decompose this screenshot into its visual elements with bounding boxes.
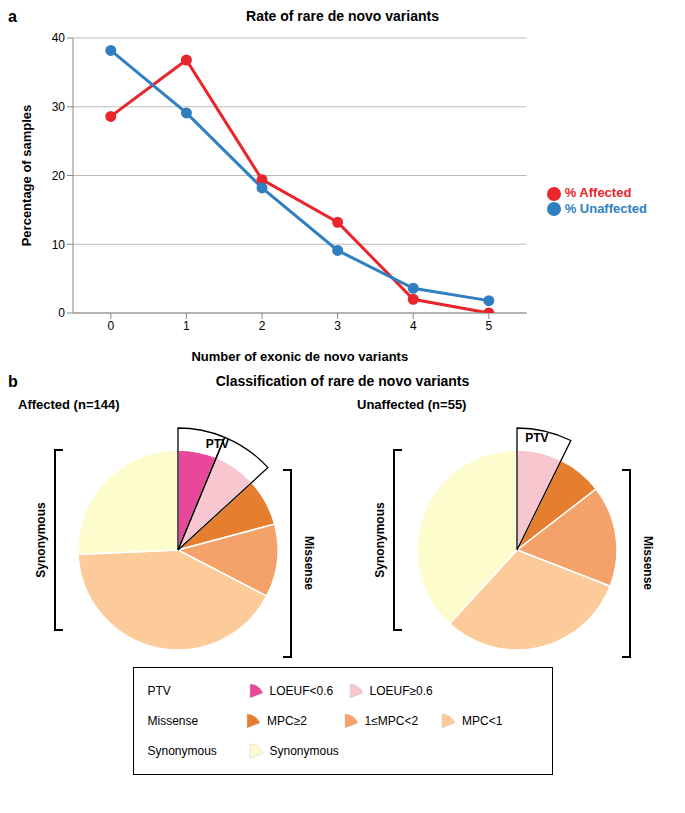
svg-text:Percentage of samples: Percentage of samples: [19, 105, 34, 247]
svg-text:0: 0: [58, 306, 65, 320]
svg-text:4: 4: [410, 319, 417, 333]
svg-text:1: 1: [183, 319, 190, 333]
svg-text:Synonymous: Synonymous: [373, 502, 387, 578]
svg-text:10: 10: [52, 238, 66, 252]
svg-text:3: 3: [334, 319, 341, 333]
svg-text:5: 5: [485, 319, 492, 333]
svg-text:PTV: PTV: [525, 431, 548, 445]
html-text:MPC≥2: MPC≥2: [267, 714, 307, 728]
svg-text:Missense: Missense: [641, 536, 655, 590]
html-text:LOEUF≥0.6: LOEUF≥0.6: [369, 684, 433, 698]
html-text:Synonymous: Synonymous: [269, 744, 339, 758]
html-text:Rate of rare de novo variants: Rate of rare de novo variants: [246, 8, 439, 24]
svg-text:2: 2: [259, 319, 266, 333]
html-text:% Unaffected: % Unaffected: [564, 200, 647, 216]
html-text:% Affected: % Affected: [564, 184, 632, 200]
svg-text:Number of exonic de novo varia: Number of exonic de novo variants: [191, 349, 408, 364]
html-text:MPC<1: MPC<1: [462, 714, 503, 728]
html-text:PTV: PTV: [147, 684, 171, 698]
svg-text:Synonymous: Synonymous: [34, 502, 48, 578]
svg-text:PTV: PTV: [206, 437, 229, 451]
html-text:LOEUF<0.6: LOEUF<0.6: [269, 684, 334, 698]
svg-text:Missense: Missense: [302, 536, 316, 590]
svg-text:40: 40: [52, 31, 66, 45]
html-text:Classification of rare de novo: Classification of rare de novo variants: [215, 373, 470, 389]
html-text:Unaffected (n=55): Unaffected (n=55): [357, 397, 467, 412]
html-text:a: a: [8, 8, 17, 25]
html-text:Synonymous: Synonymous: [147, 744, 217, 758]
svg-text:30: 30: [52, 100, 66, 114]
html-text:1≤MPC<2: 1≤MPC<2: [364, 714, 419, 728]
html-text:b: b: [8, 373, 18, 390]
svg-text:20: 20: [52, 169, 66, 183]
svg-text:0: 0: [107, 319, 114, 333]
html-text:Missense: Missense: [147, 714, 199, 728]
html-text:Affected (n=144): Affected (n=144): [18, 397, 120, 412]
